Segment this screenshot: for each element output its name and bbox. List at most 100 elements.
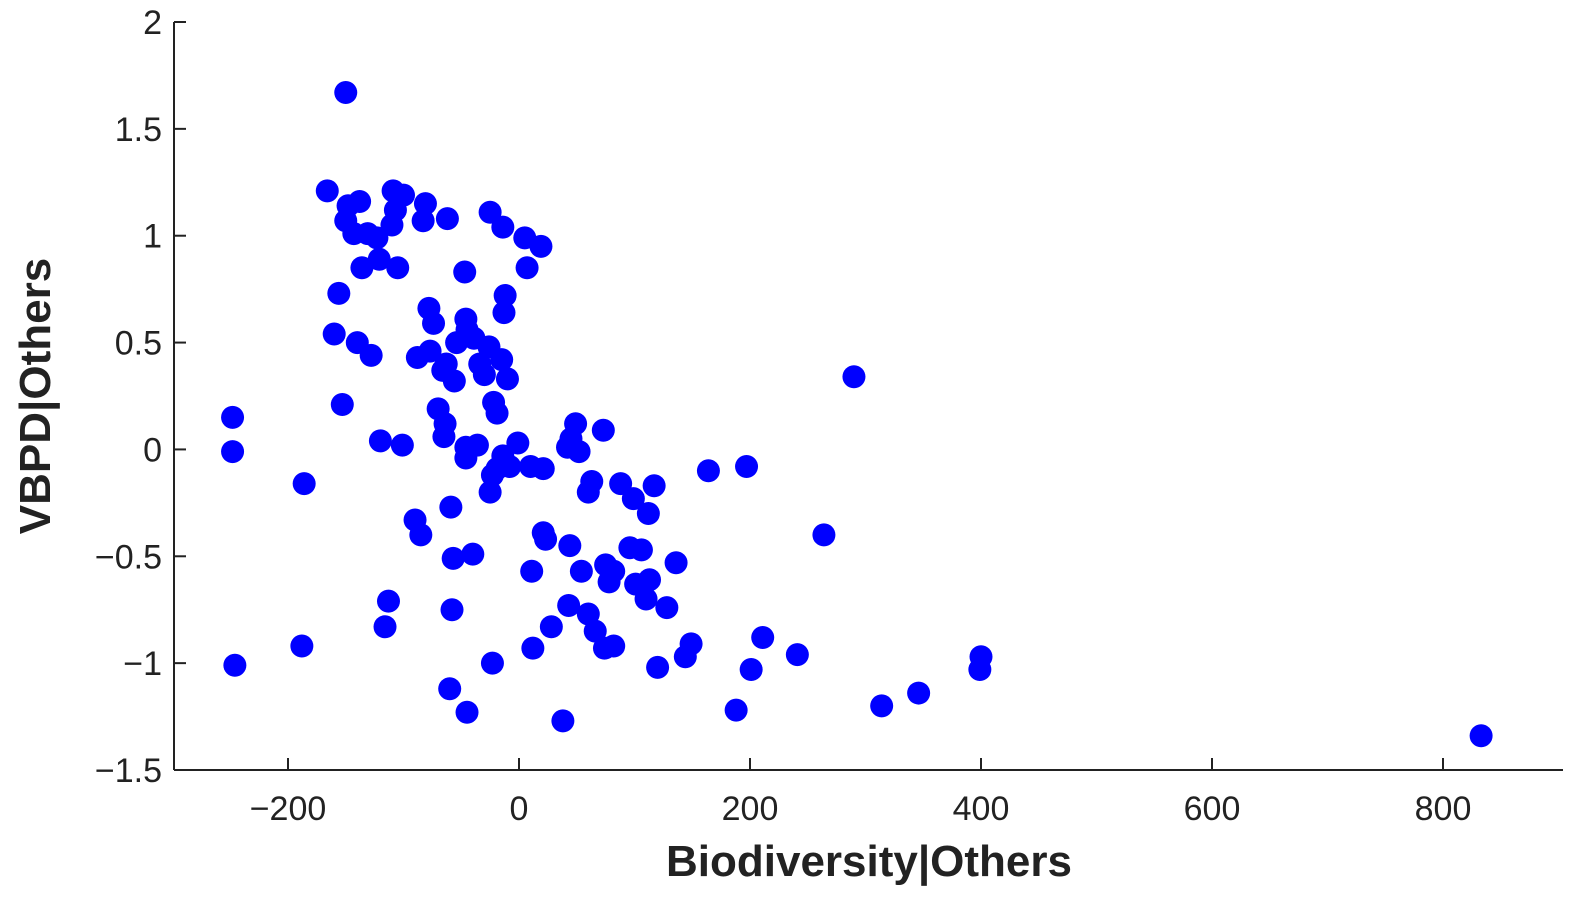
data-point bbox=[453, 260, 477, 284]
data-point bbox=[621, 487, 645, 511]
data-point bbox=[506, 431, 530, 455]
data-point bbox=[327, 281, 351, 305]
y-tick-label: 0 bbox=[143, 431, 162, 469]
y-axis-ticks: −1.5 −1 −0.5 0 0.5 1 1.5 2 bbox=[95, 4, 186, 790]
data-point bbox=[646, 655, 670, 679]
x-tick-label: 400 bbox=[953, 790, 1010, 828]
data-point bbox=[551, 709, 575, 733]
data-point bbox=[521, 636, 545, 660]
data-point bbox=[322, 322, 346, 346]
data-point bbox=[638, 568, 662, 592]
data-point bbox=[480, 651, 504, 675]
data-point bbox=[409, 523, 433, 547]
data-point bbox=[583, 619, 607, 643]
data-point bbox=[655, 596, 679, 620]
data-point bbox=[334, 81, 358, 105]
data-point bbox=[461, 542, 485, 566]
data-point bbox=[478, 200, 502, 224]
data-point bbox=[812, 523, 836, 547]
data-point bbox=[386, 256, 410, 280]
x-tick-label: 600 bbox=[1184, 790, 1241, 828]
data-point bbox=[785, 643, 809, 667]
data-point bbox=[735, 455, 759, 479]
data-point bbox=[557, 593, 581, 617]
data-point bbox=[739, 658, 763, 682]
y-tick-label: −1 bbox=[123, 645, 162, 683]
x-tick-label: 800 bbox=[1415, 790, 1472, 828]
data-point bbox=[439, 495, 463, 519]
data-point bbox=[292, 472, 316, 496]
data-point bbox=[290, 634, 314, 658]
data-point bbox=[724, 698, 748, 722]
data-point bbox=[870, 694, 894, 718]
data-point bbox=[751, 625, 775, 649]
data-point bbox=[367, 247, 391, 271]
data-point bbox=[442, 369, 466, 393]
data-point bbox=[696, 459, 720, 483]
data-points bbox=[221, 81, 1493, 748]
y-tick-label: 0.5 bbox=[115, 325, 162, 363]
data-point bbox=[454, 446, 478, 470]
data-point bbox=[529, 234, 553, 258]
data-point bbox=[493, 284, 517, 308]
data-point bbox=[495, 367, 519, 391]
data-point bbox=[365, 226, 389, 250]
x-tick-label: 200 bbox=[722, 790, 779, 828]
data-point bbox=[597, 570, 621, 594]
data-point bbox=[515, 256, 539, 280]
y-axis-title: VBPD|Others bbox=[11, 258, 61, 534]
data-point bbox=[359, 343, 383, 367]
data-point bbox=[520, 559, 544, 583]
data-point bbox=[380, 213, 404, 237]
data-point bbox=[531, 457, 555, 481]
data-point bbox=[432, 425, 456, 449]
data-point bbox=[478, 480, 502, 504]
data-point bbox=[221, 405, 245, 429]
data-point bbox=[455, 700, 479, 724]
data-point bbox=[602, 634, 626, 658]
data-point bbox=[330, 393, 354, 417]
data-point bbox=[636, 502, 660, 526]
data-point bbox=[576, 480, 600, 504]
data-point bbox=[842, 365, 866, 389]
data-point bbox=[368, 429, 392, 453]
data-point bbox=[968, 658, 992, 682]
x-tick-label: 0 bbox=[510, 790, 529, 828]
data-point bbox=[558, 534, 582, 558]
x-axis-ticks: −200 0 200 400 600 800 bbox=[250, 758, 1472, 828]
data-point bbox=[664, 551, 688, 575]
data-point bbox=[221, 440, 245, 464]
data-point bbox=[480, 463, 504, 487]
y-tick-label: 2 bbox=[143, 4, 162, 42]
data-point bbox=[534, 527, 558, 551]
y-tick-label: −1.5 bbox=[95, 752, 162, 790]
data-point bbox=[390, 433, 414, 457]
data-point bbox=[634, 587, 658, 611]
data-point bbox=[373, 615, 397, 639]
data-point bbox=[569, 559, 593, 583]
data-point bbox=[629, 538, 653, 562]
y-tick-label: 1.5 bbox=[115, 111, 162, 149]
data-point bbox=[472, 363, 496, 387]
data-point bbox=[413, 192, 437, 216]
data-point bbox=[642, 474, 666, 498]
data-point bbox=[376, 589, 400, 613]
data-point bbox=[679, 632, 703, 656]
data-point bbox=[485, 401, 509, 425]
data-point bbox=[609, 472, 633, 496]
data-point bbox=[315, 179, 339, 203]
data-point bbox=[422, 311, 446, 335]
data-point bbox=[490, 348, 514, 372]
data-point bbox=[591, 418, 615, 442]
data-point bbox=[348, 190, 372, 214]
data-point bbox=[498, 455, 522, 479]
data-point bbox=[564, 412, 588, 436]
x-axis-title: Biodiversity|Others bbox=[666, 837, 1072, 887]
x-tick-label: −200 bbox=[250, 790, 327, 828]
data-point bbox=[441, 546, 465, 570]
data-point bbox=[539, 615, 563, 639]
y-tick-label: −0.5 bbox=[95, 538, 162, 576]
data-point bbox=[567, 440, 591, 464]
data-point bbox=[435, 207, 459, 231]
data-point bbox=[411, 209, 435, 233]
